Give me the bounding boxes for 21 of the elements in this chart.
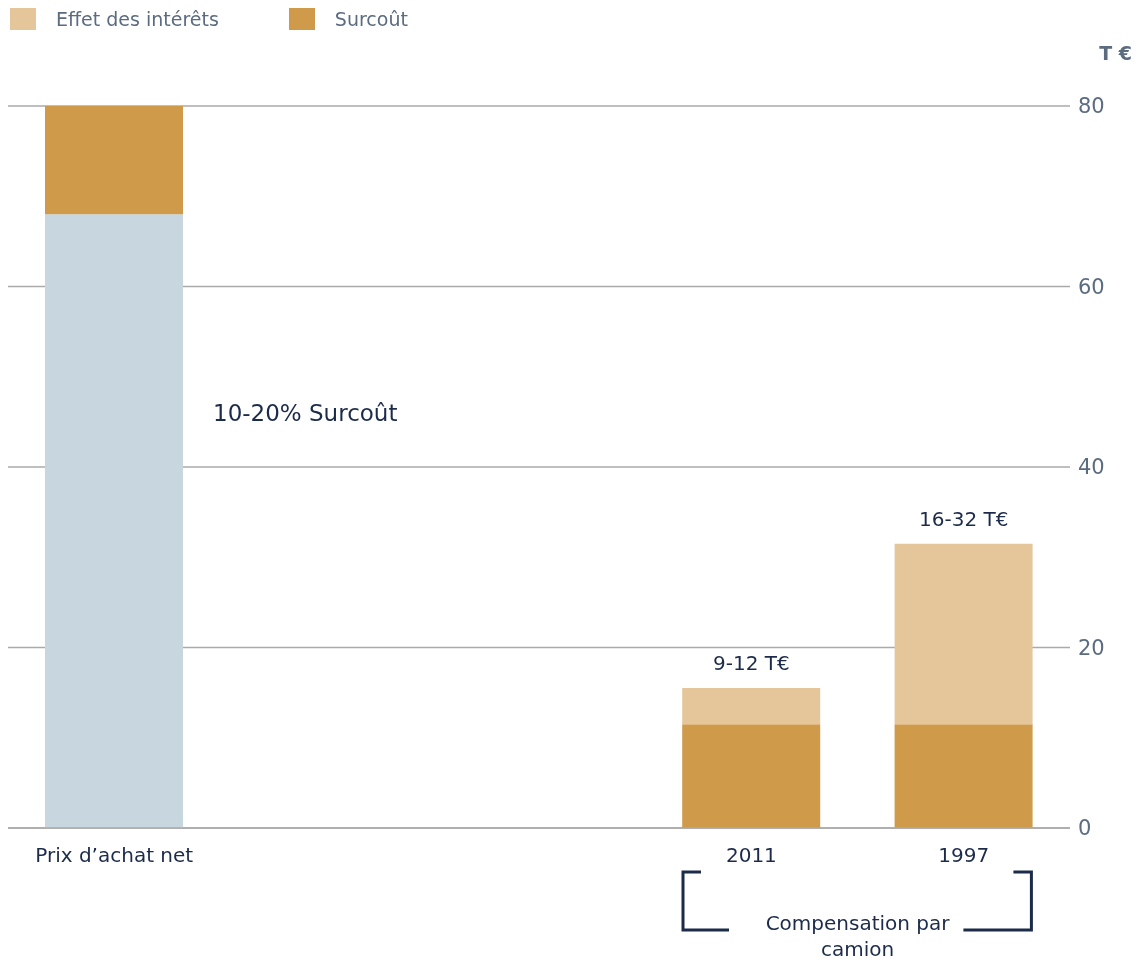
y-tick-label: 60 bbox=[1078, 274, 1105, 299]
bar bbox=[682, 688, 821, 725]
y-tick-label: 40 bbox=[1078, 455, 1105, 480]
x-tick-label: Prix d’achat net bbox=[35, 843, 194, 868]
bar bbox=[682, 724, 821, 828]
y-tick-label: 0 bbox=[1078, 816, 1092, 841]
annotation: 10-20% Surcoût bbox=[213, 400, 398, 426]
bar bbox=[894, 724, 1033, 828]
y-tick-label: 20 bbox=[1078, 635, 1105, 660]
bar bbox=[45, 106, 183, 215]
text: Compensation par camion bbox=[764, 910, 951, 962]
legend-label: Effet des intérêts bbox=[56, 8, 219, 30]
bar bbox=[894, 543, 1033, 725]
x-tick-label: 2011 bbox=[725, 843, 777, 868]
y-axis-title: T € bbox=[1099, 42, 1132, 64]
annotation: 9-12 T€ bbox=[713, 651, 790, 676]
x-tick-label: 1997 bbox=[938, 843, 990, 868]
legend-label: Surcoût bbox=[334, 8, 408, 30]
bar bbox=[45, 214, 183, 828]
annotation: 16-32 T€ bbox=[919, 506, 1009, 531]
y-tick-label: 80 bbox=[1078, 94, 1105, 119]
